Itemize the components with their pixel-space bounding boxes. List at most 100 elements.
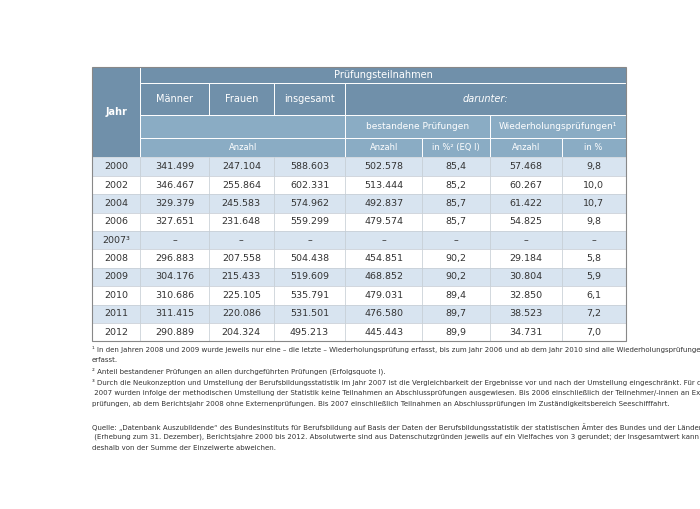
Bar	[422, 286, 491, 304]
Bar	[141, 286, 209, 304]
Text: 329.379: 329.379	[155, 199, 194, 208]
Bar	[345, 138, 422, 157]
Bar	[209, 304, 274, 323]
Text: 574.962: 574.962	[290, 199, 329, 208]
Text: 90,2: 90,2	[446, 254, 467, 263]
Text: 89,7: 89,7	[446, 309, 467, 318]
Text: 89,9: 89,9	[446, 328, 467, 336]
Text: deshalb von der Summe der Einzelwerte abweichen.: deshalb von der Summe der Einzelwerte ab…	[92, 445, 276, 451]
Text: 504.438: 504.438	[290, 254, 329, 263]
Bar	[422, 157, 491, 176]
Text: 2007³: 2007³	[102, 236, 130, 245]
Bar	[274, 157, 345, 176]
Bar	[274, 286, 345, 304]
Bar	[345, 194, 422, 213]
Text: 2006: 2006	[104, 217, 128, 227]
Bar	[491, 157, 561, 176]
Text: 225.105: 225.105	[222, 291, 261, 300]
Bar	[561, 268, 626, 286]
Bar	[209, 176, 274, 194]
Text: 2012: 2012	[104, 328, 128, 336]
Bar	[92, 67, 141, 157]
Text: 30.804: 30.804	[510, 272, 542, 281]
Bar	[274, 176, 345, 194]
Bar	[491, 115, 626, 138]
Bar	[422, 249, 491, 268]
Text: 454.851: 454.851	[364, 254, 403, 263]
Text: Anzahl: Anzahl	[512, 144, 540, 152]
Text: Jahr: Jahr	[105, 107, 127, 117]
Bar	[561, 249, 626, 268]
Text: –: –	[592, 236, 596, 245]
Text: in %² (EQ I): in %² (EQ I)	[433, 144, 480, 152]
Text: 2000: 2000	[104, 162, 128, 171]
Bar	[92, 268, 141, 286]
Bar	[561, 157, 626, 176]
Bar	[345, 268, 422, 286]
Text: darunter:: darunter:	[463, 94, 508, 104]
Text: 7,2: 7,2	[586, 309, 601, 318]
Text: 296.883: 296.883	[155, 254, 194, 263]
Bar	[491, 286, 561, 304]
Bar	[422, 194, 491, 213]
Bar	[141, 194, 209, 213]
Text: 10,7: 10,7	[583, 199, 604, 208]
Text: erfasst.: erfasst.	[92, 357, 118, 363]
Text: 6,1: 6,1	[586, 291, 601, 300]
Text: 38.523: 38.523	[510, 309, 542, 318]
Text: prüfungen, ab dem Berichtsjahr 2008 ohne Externenprüfungen. Bis 2007 einschließl: prüfungen, ab dem Berichtsjahr 2008 ohne…	[92, 401, 669, 407]
Text: 61.422: 61.422	[510, 199, 542, 208]
Bar	[422, 138, 491, 157]
Text: 311.415: 311.415	[155, 309, 194, 318]
Bar	[274, 268, 345, 286]
Text: 2010: 2010	[104, 291, 128, 300]
Bar	[141, 115, 345, 138]
Text: 9,8: 9,8	[586, 217, 601, 227]
Text: 85,7: 85,7	[446, 199, 467, 208]
Text: 231.648: 231.648	[222, 217, 261, 227]
Bar	[209, 286, 274, 304]
Text: ¹ In den Jahren 2008 und 2009 wurde jeweils nur eine – die letzte – Wiederholung: ¹ In den Jahren 2008 und 2009 wurde jewe…	[92, 346, 700, 353]
Bar	[561, 176, 626, 194]
Text: 29.184: 29.184	[510, 254, 542, 263]
Bar	[491, 138, 561, 157]
Bar	[92, 67, 626, 342]
Bar	[345, 286, 422, 304]
Text: 54.825: 54.825	[510, 217, 542, 227]
Text: 346.467: 346.467	[155, 181, 194, 189]
Text: 90,2: 90,2	[446, 272, 467, 281]
Text: 588.603: 588.603	[290, 162, 329, 171]
Text: 85,7: 85,7	[446, 217, 467, 227]
Bar	[561, 286, 626, 304]
Text: 5,8: 5,8	[586, 254, 601, 263]
Text: Männer: Männer	[156, 94, 193, 104]
Bar	[345, 231, 422, 249]
Bar	[92, 249, 141, 268]
Bar	[561, 194, 626, 213]
Text: 255.864: 255.864	[222, 181, 261, 189]
Bar	[92, 157, 141, 176]
Text: 207.558: 207.558	[222, 254, 261, 263]
Bar	[141, 304, 209, 323]
Text: 2011: 2011	[104, 309, 128, 318]
Bar	[141, 249, 209, 268]
Bar	[141, 323, 209, 342]
Text: –: –	[524, 236, 528, 245]
Text: Anzahl: Anzahl	[229, 144, 257, 152]
Bar	[345, 115, 491, 138]
Bar	[92, 194, 141, 213]
Bar	[92, 323, 141, 342]
Text: 310.686: 310.686	[155, 291, 194, 300]
Text: ³ Durch die Neukonzeption und Umstellung der Berufsbildungsstatistik im Jahr 200: ³ Durch die Neukonzeption und Umstellung…	[92, 379, 700, 386]
Bar	[491, 231, 561, 249]
Bar	[141, 231, 209, 249]
Bar	[209, 83, 274, 115]
Text: 204.324: 204.324	[222, 328, 261, 336]
Bar	[209, 213, 274, 231]
Text: bestandene Prüfungen: bestandene Prüfungen	[366, 122, 469, 131]
Bar	[141, 138, 345, 157]
Text: 513.444: 513.444	[364, 181, 403, 189]
Text: 476.580: 476.580	[364, 309, 403, 318]
Text: 245.583: 245.583	[222, 199, 261, 208]
Bar	[491, 304, 561, 323]
